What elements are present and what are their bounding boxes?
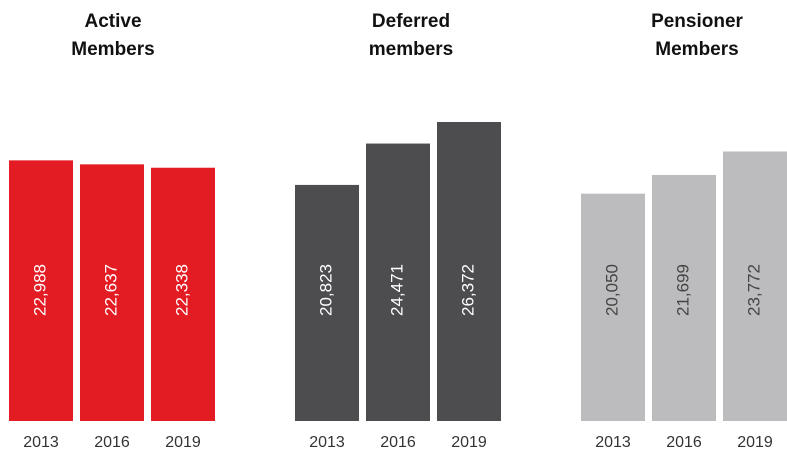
- x-tick-label: 2019: [165, 434, 201, 451]
- chart-title: Pensioner: [651, 11, 743, 32]
- bar: [652, 174, 716, 421]
- chart-title: Deferred: [372, 11, 450, 32]
- x-tick-label: 2013: [23, 434, 59, 451]
- value-label: 22,338: [172, 264, 191, 316]
- chart-title: members: [369, 39, 454, 60]
- bar: [723, 151, 787, 421]
- value-label: 24,471: [387, 264, 406, 316]
- x-tick-label: 2016: [94, 434, 130, 451]
- bar: [9, 160, 73, 421]
- x-tick-label: 2019: [451, 434, 487, 451]
- value-label: 20,823: [316, 264, 335, 316]
- x-tick-label: 2016: [380, 434, 416, 451]
- bar: [366, 143, 430, 421]
- value-label: 26,372: [458, 264, 477, 316]
- x-tick-label: 2019: [737, 434, 773, 451]
- x-tick-label: 2013: [595, 434, 631, 451]
- bar: [80, 164, 144, 421]
- value-label: 23,772: [744, 264, 763, 316]
- chart-title: Members: [71, 39, 154, 60]
- bar: [295, 184, 359, 421]
- value-label: 20,050: [602, 264, 621, 316]
- bar: [151, 167, 215, 421]
- value-label: 22,637: [101, 264, 120, 316]
- bar: [581, 193, 645, 421]
- chart-title: Members: [655, 39, 738, 60]
- value-label: 22,988: [30, 264, 49, 316]
- value-label: 21,699: [673, 264, 692, 316]
- x-tick-label: 2016: [666, 434, 702, 451]
- bar: [437, 122, 501, 421]
- chart-title: Active: [84, 11, 141, 32]
- x-tick-label: 2013: [309, 434, 345, 451]
